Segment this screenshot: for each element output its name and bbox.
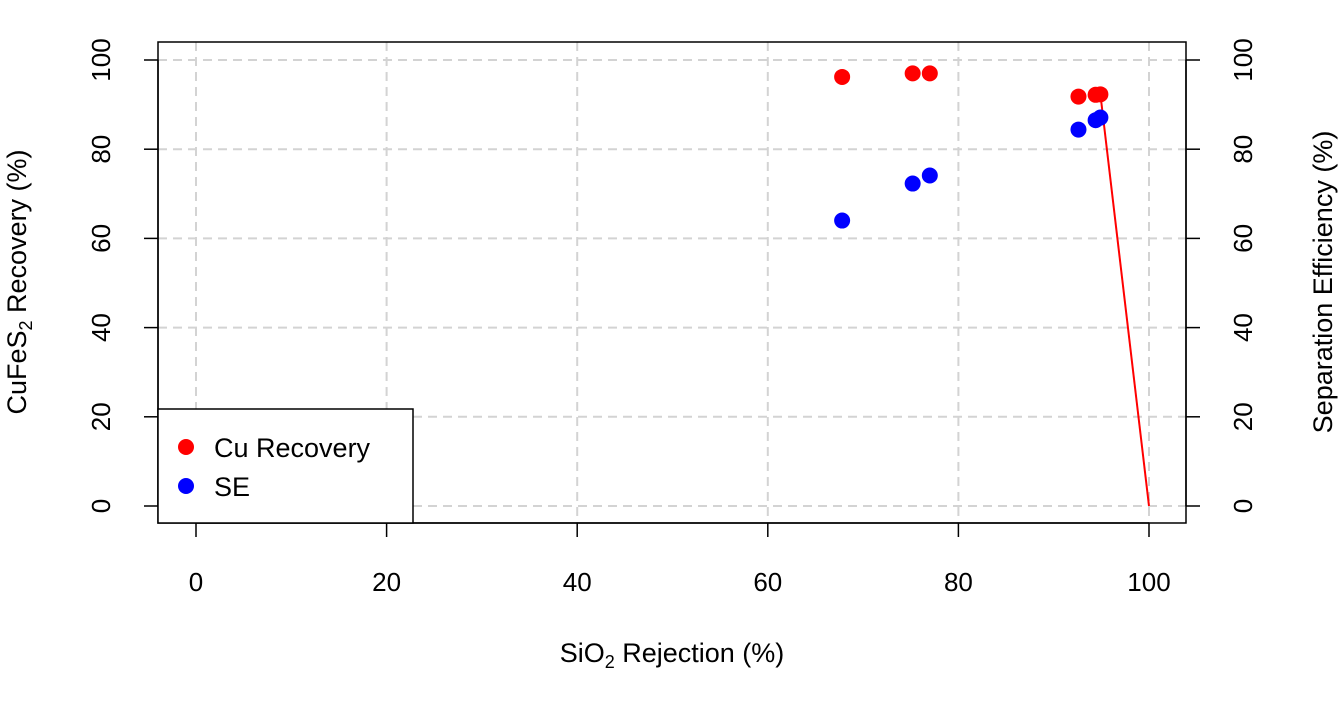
y-right-tick-label-2: 40: [1228, 313, 1258, 342]
point-cu-recovery-2: [921, 65, 938, 82]
trend-line-0: [1099, 94, 1150, 507]
y-right-tick-label-5: 100: [1228, 38, 1258, 81]
y-right-tick-label-4: 80: [1228, 135, 1258, 164]
y-axis-title-right: Separation Efficiency (%): [1308, 131, 1338, 434]
legend: Cu Recovery SE: [157, 408, 414, 524]
axes: 0 20 40 60 80 100 0 20 40 60 80 100 0 20 40 60 80 100: [86, 38, 1258, 597]
y-axis-title-left: CuFeS2 Recovery (%): [2, 149, 36, 414]
y-right-tick-label-3: 60: [1228, 224, 1258, 253]
y-left-tick-label-1: 20: [86, 402, 116, 431]
trend-line-layer: [1099, 94, 1150, 507]
y-left-tick-label-0: 0: [86, 499, 116, 513]
point-se-1: [904, 175, 921, 192]
x-tick-label-0: 0: [189, 567, 203, 597]
point-se-0: [834, 212, 851, 229]
y-left-tick-label-3: 60: [86, 224, 116, 253]
y-left-tick-label-5: 100: [86, 38, 116, 81]
x-tick-label-2: 40: [563, 567, 592, 597]
x-tick-label-3: 60: [753, 567, 782, 597]
point-se-5: [1092, 109, 1109, 126]
x-tick-label-4: 80: [944, 567, 973, 597]
legend-marker-se: [178, 478, 194, 494]
x-tick-label-1: 20: [372, 567, 401, 597]
point-se-2: [921, 167, 938, 184]
x-tick-label-5: 100: [1127, 567, 1170, 597]
data-points: [834, 65, 1109, 229]
x-axis-title: SiO2 Rejection (%): [560, 638, 785, 672]
point-cu-recovery-3: [1070, 88, 1087, 105]
point-cu-recovery-0: [834, 68, 851, 85]
point-se-3: [1070, 121, 1087, 138]
legend-label-cu-recovery: Cu Recovery: [214, 433, 371, 463]
legend-marker-cu-recovery: [178, 439, 194, 455]
y-right-tick-label-0: 0: [1228, 499, 1258, 513]
y-left-tick-label-2: 40: [86, 313, 116, 342]
point-cu-recovery-5: [1092, 86, 1109, 103]
legend-box: [157, 408, 414, 524]
legend-label-se: SE: [214, 472, 250, 502]
y-right-tick-label-1: 20: [1228, 402, 1258, 431]
point-cu-recovery-1: [904, 65, 921, 82]
y-left-tick-label-4: 80: [86, 135, 116, 164]
